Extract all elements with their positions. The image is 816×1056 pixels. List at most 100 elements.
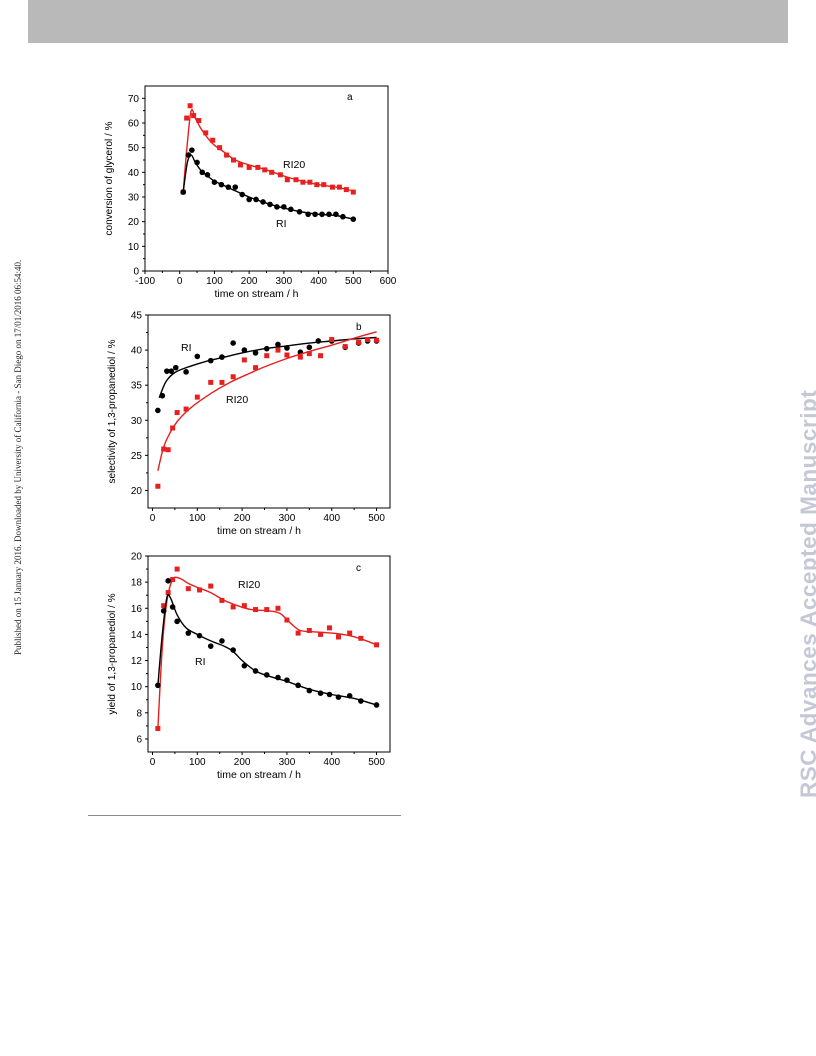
x-axis-title: time on stream / h — [214, 288, 298, 300]
data-point-ri — [358, 698, 364, 704]
x-tick-label: 200 — [234, 757, 251, 768]
data-point-ri20 — [194, 394, 200, 400]
data-point-ri20 — [196, 118, 202, 124]
y-tick-label: 8 — [136, 708, 142, 719]
data-point-ri20 — [284, 352, 290, 358]
data-point-ri20 — [203, 130, 209, 136]
fit-line-ri — [182, 154, 354, 220]
plot-frame — [147, 314, 391, 509]
data-point-ri — [275, 341, 281, 348]
chart-panel-a: -100 0 100 200 300 400 500 600010203040506070ti… — [104, 85, 397, 300]
data-point-ri — [183, 369, 189, 375]
data-point-ri — [180, 189, 186, 195]
data-point-ri — [373, 702, 380, 708]
data-point-ri20 — [306, 627, 312, 633]
data-point-ri20 — [231, 157, 237, 163]
x-tick-label: 100 — [206, 276, 223, 287]
y-axis-title: selectivity of 1,3-propanediol / % — [107, 339, 118, 483]
y-tick-label: 16 — [131, 604, 143, 615]
data-point-ri — [169, 604, 176, 610]
y-tick-label: 10 — [131, 682, 143, 693]
data-point-ri — [315, 338, 322, 344]
x-tick-label: 600 — [380, 276, 397, 287]
data-point-ri20 — [269, 169, 275, 175]
data-point-ri — [194, 159, 200, 166]
data-point-ri20 — [208, 379, 214, 385]
data-point-ri — [241, 662, 248, 669]
fit-line-ri20 — [157, 576, 377, 729]
y-tick-label: 25 — [131, 451, 143, 462]
chart-panel-c: 0 100 200 300 400 500 6 8 10 12 14 16 18 20 time on st… — [107, 552, 391, 781]
data-point-ri — [207, 357, 214, 364]
fit-line-ri20 — [157, 331, 377, 471]
series-label-ri20: RI20 — [226, 394, 248, 406]
panel-label: c — [356, 563, 361, 574]
data-point-ri — [219, 638, 225, 644]
data-point-ri20 — [174, 566, 180, 572]
x-tick-label: 200 — [234, 513, 251, 524]
data-point-ri — [335, 694, 342, 700]
data-point-ri20 — [170, 577, 176, 583]
data-point-ri20 — [343, 187, 349, 193]
data-point-ri20 — [329, 337, 335, 343]
y-tick-label: 30 — [131, 416, 143, 427]
data-point-ri20 — [275, 605, 281, 611]
data-point-ri20 — [155, 725, 161, 731]
fit-line-ri20 — [182, 109, 354, 193]
data-point-ri20 — [275, 347, 281, 353]
data-point-ri20 — [374, 642, 380, 648]
data-point-ri20 — [335, 634, 341, 640]
data-point-ri — [326, 691, 333, 698]
data-point-ri20 — [237, 162, 243, 168]
data-point-ri — [194, 353, 201, 360]
data-point-ri20 — [253, 365, 259, 371]
data-point-ri20 — [230, 374, 236, 380]
panel-label: b — [356, 322, 362, 333]
data-point-ri — [253, 196, 259, 203]
data-point-ri — [165, 578, 171, 584]
data-point-ri20 — [183, 406, 189, 412]
data-point-ri20 — [264, 607, 270, 613]
data-point-ri20 — [307, 179, 313, 185]
data-point-ri — [155, 682, 161, 689]
x-tick-label: 400 — [310, 276, 327, 287]
data-point-ri20 — [241, 603, 247, 609]
data-point-ri20 — [284, 177, 290, 183]
data-point-ri — [159, 392, 166, 399]
data-point-ri — [305, 211, 311, 218]
y-tick-label: 12 — [131, 656, 143, 667]
y-tick-label: 30 — [128, 193, 140, 204]
data-point-ri — [225, 184, 232, 190]
data-point-ri20 — [217, 145, 223, 151]
bottom-rule — [88, 815, 401, 816]
data-point-ri20 — [255, 164, 261, 170]
x-tick-label: 500 — [368, 513, 385, 524]
data-point-ri — [340, 213, 346, 220]
y-tick-label: 70 — [128, 94, 140, 105]
data-point-ri — [199, 169, 206, 176]
y-tick-label: 10 — [128, 242, 140, 253]
x-tick-label: 500 — [368, 757, 385, 768]
data-point-ri — [260, 199, 266, 205]
data-point-ri — [246, 196, 252, 203]
data-point-ri — [312, 211, 318, 218]
x-tick-label: 400 — [323, 513, 340, 524]
data-point-ri — [306, 344, 313, 351]
x-axis-title: time on stream / h — [217, 769, 301, 781]
series-label-ri20: RI20 — [238, 579, 260, 591]
data-point-ri20 — [300, 179, 306, 185]
y-tick-label: 20 — [131, 552, 143, 563]
data-point-ri20 — [161, 603, 167, 609]
data-point-ri — [239, 191, 245, 198]
y-tick-label: 18 — [131, 578, 143, 589]
y-tick-label: 20 — [128, 217, 140, 228]
y-tick-label: 45 — [131, 311, 143, 322]
data-point-ri20 — [161, 446, 167, 452]
data-point-ri20 — [365, 337, 371, 343]
series-label-ri: RI — [276, 218, 287, 230]
data-point-ri20 — [210, 137, 216, 143]
data-point-ri20 — [246, 164, 252, 170]
data-point-ri20 — [230, 604, 236, 610]
data-point-ri20 — [306, 351, 312, 357]
data-point-ri20 — [318, 353, 324, 359]
